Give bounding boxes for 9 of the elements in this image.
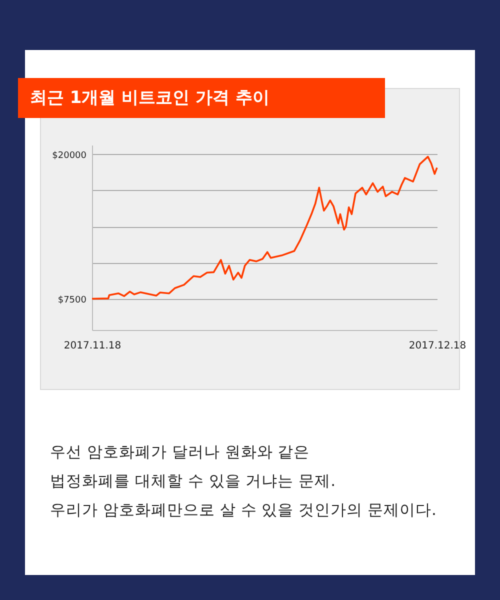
text: 우리가 암호화폐만으로 살 수 있을 것인가의 문제이다. xyxy=(50,500,438,521)
x-tick-label: 2017.12.18 xyxy=(408,340,466,352)
text: 법정화폐를 대체할 수 있을 거냐는 문제. xyxy=(50,471,337,492)
x-tick-label: 2017.11.18 xyxy=(64,340,122,352)
y-tick-label: $20000 xyxy=(52,150,87,161)
y-tick-label: $7500 xyxy=(58,295,87,306)
text: 우선 암호화폐가 달러나 원화와 같은 xyxy=(50,442,311,463)
chart-title: 최근 1개월 비트코인 가격 추이 xyxy=(18,78,385,118)
line-series xyxy=(91,156,438,300)
